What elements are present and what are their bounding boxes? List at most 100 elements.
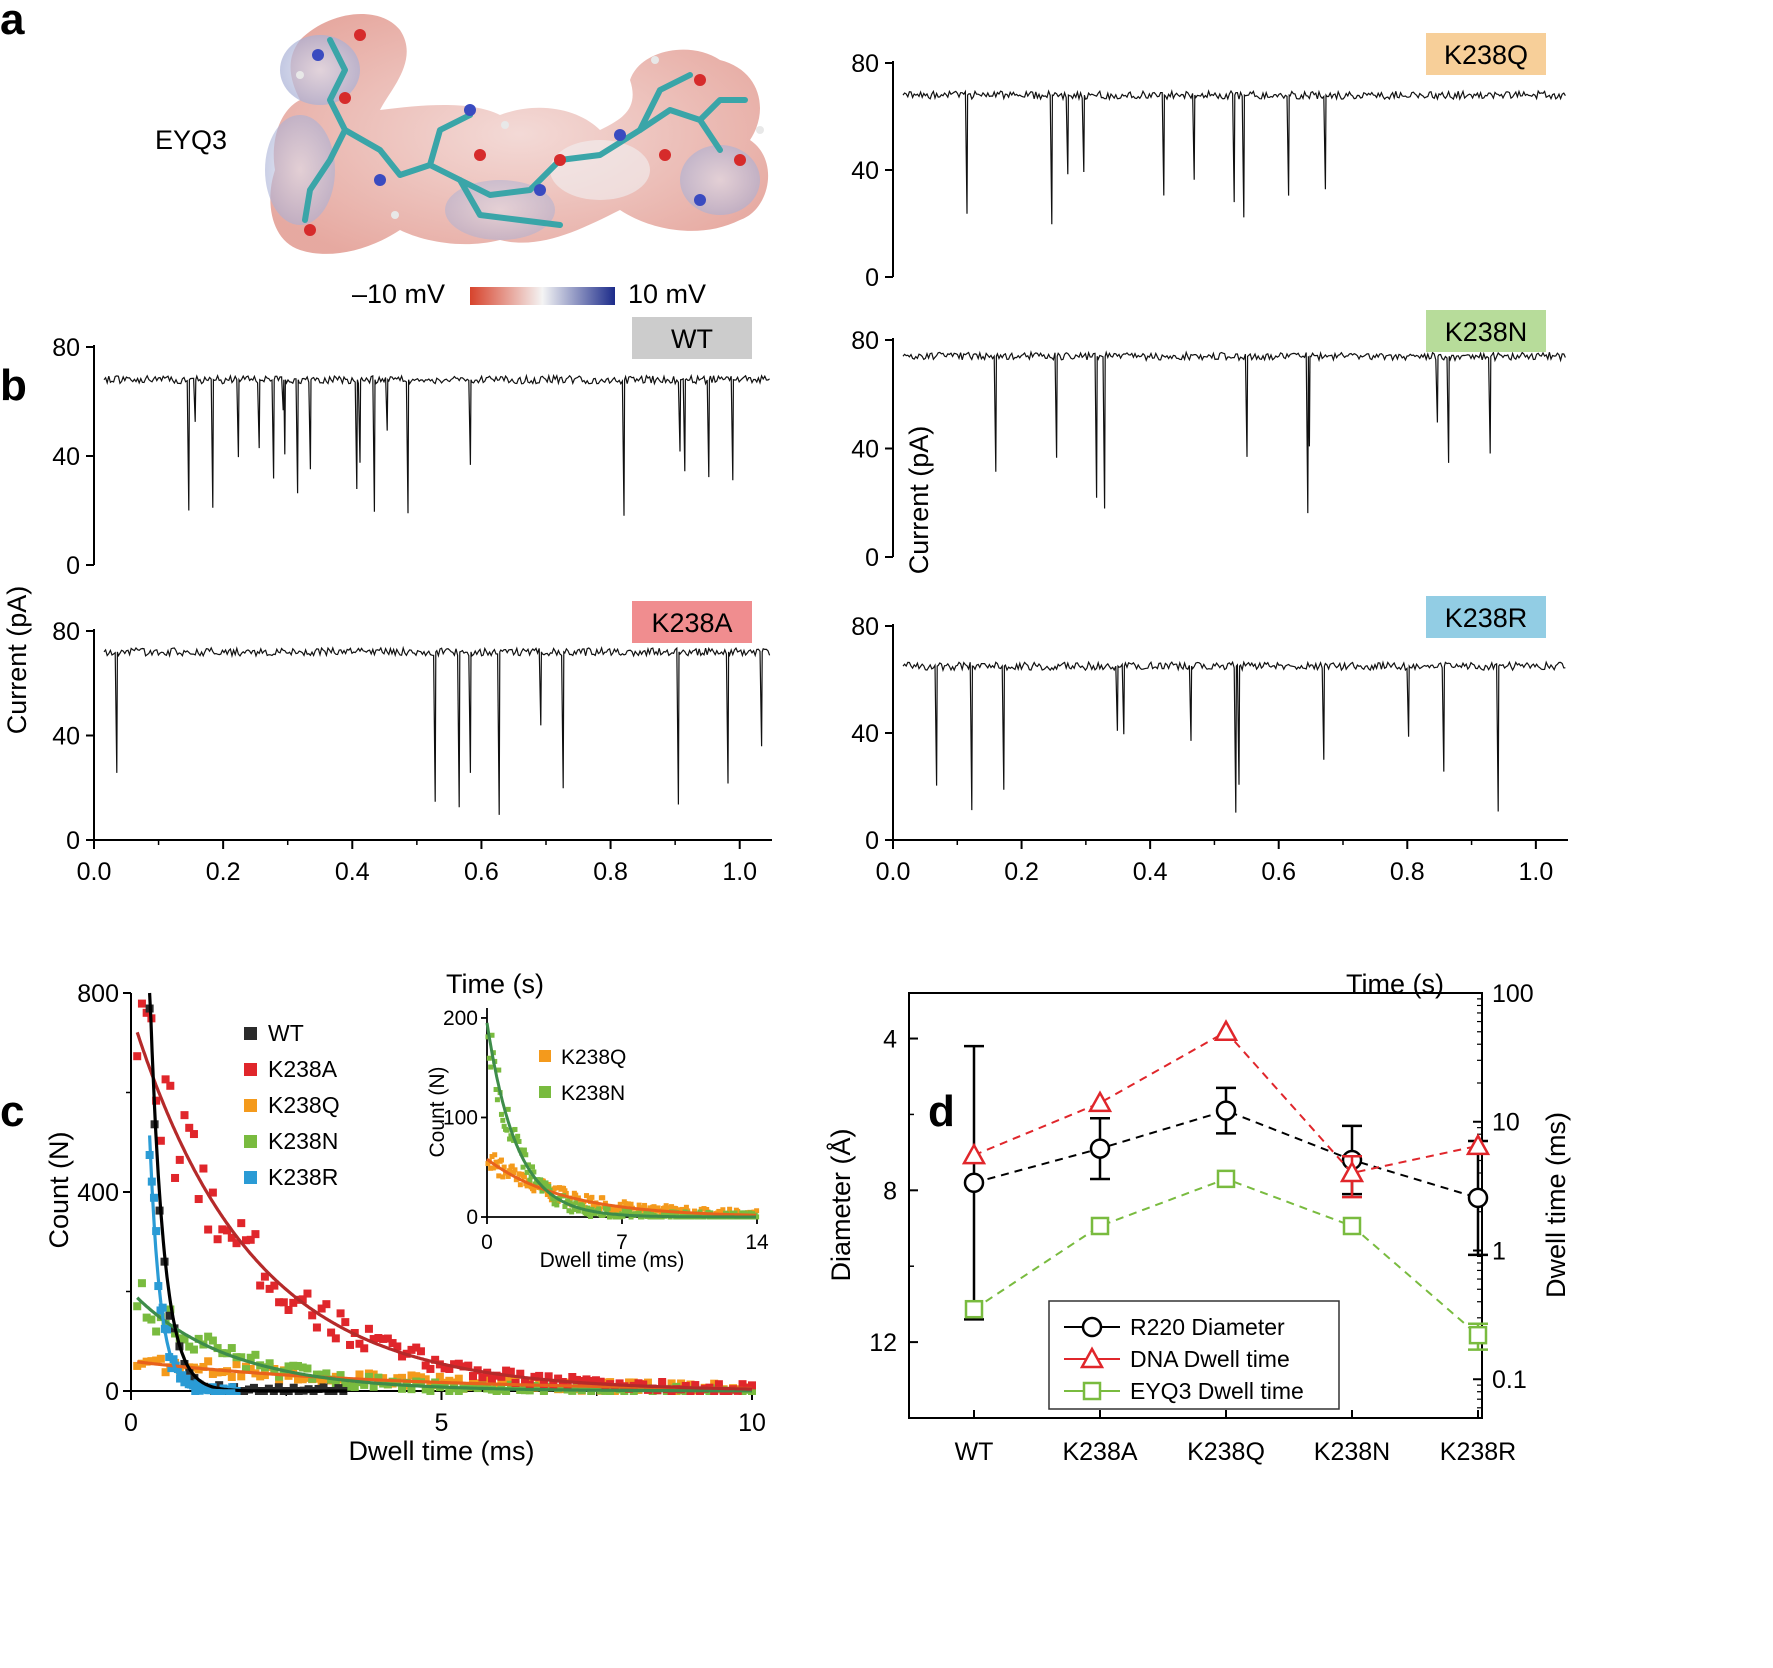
histogram-point-K238N <box>440 1381 449 1390</box>
inset-legend-label-K238N: K238N <box>561 1082 625 1105</box>
histogram-point-K238A <box>218 1225 227 1234</box>
inset-point-K238N <box>505 1106 511 1112</box>
inset-point-K238Q <box>524 1183 530 1189</box>
inset-point-K238Q <box>584 1193 590 1199</box>
histogram-point-K238Q <box>369 1370 378 1379</box>
histogram-point-K238N <box>407 1385 416 1394</box>
inset-point-K238Q <box>488 1165 494 1171</box>
histogram-point-K238A <box>568 1373 577 1382</box>
legend-marker-R220 Diameter <box>1081 1316 1103 1338</box>
inset-point-K238N <box>496 1067 502 1073</box>
histogram-point-K238A <box>227 1233 236 1242</box>
inset-point-K238Q <box>521 1174 527 1180</box>
inset-point-K238Q <box>647 1205 653 1211</box>
histogram-point-K238A <box>516 1369 525 1378</box>
histogram-point-K238N <box>147 1315 156 1324</box>
y-tick-label-K238Q: 0 <box>865 264 879 292</box>
inset-point-K238N <box>504 1127 510 1133</box>
legend-marker-K238A <box>244 1063 257 1076</box>
histogram-point-K238A <box>298 1295 307 1304</box>
histogram-point-K238Q <box>407 1371 416 1380</box>
y-tick-label-K238R: 80 <box>851 613 879 641</box>
histogram-point-K238A <box>369 1335 378 1344</box>
diameter-dwell-chart: WT K238A K238Q K238N K238R 4 8 12 0.1 1 10 100 Diame… <box>825 980 1571 1466</box>
legend-label-K238N: K238N <box>268 1128 338 1154</box>
histogram-point-K238Q <box>147 1357 156 1366</box>
inset-point-K238Q <box>544 1192 550 1198</box>
inset-point-K238Q <box>531 1188 537 1194</box>
histogram-point-K238Q <box>686 1380 695 1389</box>
inset-point-K238N <box>569 1209 575 1215</box>
histogram-point-K238R <box>191 1387 200 1395</box>
inset-point-K238Q <box>754 1208 760 1214</box>
histogram-point-K238R <box>167 1364 176 1373</box>
histogram-point-K238Q <box>218 1368 227 1377</box>
marker-EYQ3 Dwell time <box>1216 1169 1236 1189</box>
histogram-point-K238Q <box>506 1376 515 1385</box>
marker-R220 Diameter <box>1215 1100 1237 1121</box>
inset-point-K238Q <box>727 1206 733 1212</box>
trace-label-box-K238R <box>1426 596 1546 638</box>
histogram-point-K238R <box>163 1325 172 1334</box>
inset-point-K238Q <box>562 1188 568 1194</box>
histogram-x-tick-label: 0 <box>124 1409 138 1437</box>
histogram-point-K238N <box>573 1383 582 1392</box>
inset-point-K238N <box>501 1123 507 1129</box>
legend-marker-K238N <box>244 1135 257 1148</box>
histogram-point-K238N <box>322 1369 331 1378</box>
histogram-point-K238Q <box>502 1375 511 1384</box>
category-label-K238R: K238R <box>1440 1438 1516 1466</box>
histogram-point-K238N <box>502 1387 511 1395</box>
trace-panel-K238R: 0 40 80 0.0 0.2 0.4 0.6 0.8 1.0 K238R <box>851 596 1568 886</box>
histogram-point-K238N <box>241 1365 250 1374</box>
histogram-point-K238Q <box>152 1356 161 1365</box>
x-tick-label-K238A: 0.6 <box>464 858 499 886</box>
marker-DNA Dwell time <box>1339 1160 1365 1183</box>
molecule-label: EYQ3 <box>155 125 227 155</box>
inset-point-K238N <box>508 1133 514 1139</box>
x-tick-label-K238R: 0.6 <box>1261 858 1296 886</box>
inset-point-K238N <box>567 1200 573 1206</box>
x-tick-label-K238A: 1.0 <box>722 858 757 886</box>
histogram-point-K238A <box>587 1376 596 1385</box>
histogram-point-K238A <box>355 1339 364 1348</box>
trace-ylabel-left: Current (pA) <box>2 586 32 735</box>
histogram-point-K238Q <box>294 1375 303 1384</box>
histogram-point-K238N <box>133 1302 142 1311</box>
histogram-point-K238A <box>284 1305 293 1314</box>
histogram-point-K238A <box>464 1361 473 1370</box>
inset-point-K238Q <box>516 1171 522 1177</box>
inset-point-K238N <box>515 1133 521 1139</box>
inset-point-K238Q <box>509 1163 515 1169</box>
inset-point-K238N <box>507 1136 513 1142</box>
y-tick-label-K238R: 0 <box>865 827 879 855</box>
histogram-x-tick-label: 10 <box>738 1409 766 1437</box>
histogram-point-WT <box>249 1383 258 1392</box>
inset-fit-K238Q <box>486 1158 756 1217</box>
histogram-point-K238A <box>289 1298 298 1307</box>
inset-point-K238N <box>543 1180 549 1186</box>
inset-point-K238N <box>500 1117 506 1123</box>
histogram-point-K238A <box>634 1379 643 1388</box>
histogram-point-K238A <box>360 1344 369 1353</box>
inset-point-K238N <box>493 1086 499 1092</box>
trace-ylabel-right: Current (pA) <box>904 426 934 575</box>
histogram-point-K238A <box>251 1230 260 1239</box>
legend-marker-DNA Dwell time <box>1079 1346 1105 1369</box>
histogram-point-K238A <box>591 1376 600 1385</box>
marker-EYQ3 Dwell time <box>1468 1325 1488 1345</box>
histogram-xlabel: Dwell time (ms) <box>349 1436 535 1466</box>
histogram-point-K238N <box>478 1381 487 1390</box>
inset-point-K238Q <box>511 1170 517 1176</box>
inset-point-K238N <box>646 1209 652 1215</box>
histogram-point-K238A <box>691 1381 700 1390</box>
histogram-point-K238A <box>681 1381 690 1390</box>
inset-point-K238N <box>592 1211 598 1217</box>
histogram-point-K238A <box>445 1364 454 1373</box>
histogram-point-K238A <box>341 1318 350 1327</box>
panel-label-c: c <box>0 1087 24 1136</box>
histogram-point-K238Q <box>133 1361 142 1370</box>
histogram-point-K238N <box>175 1334 184 1343</box>
histogram-point-K238A <box>213 1235 222 1244</box>
trace-label-K238N: K238N <box>1445 317 1528 347</box>
